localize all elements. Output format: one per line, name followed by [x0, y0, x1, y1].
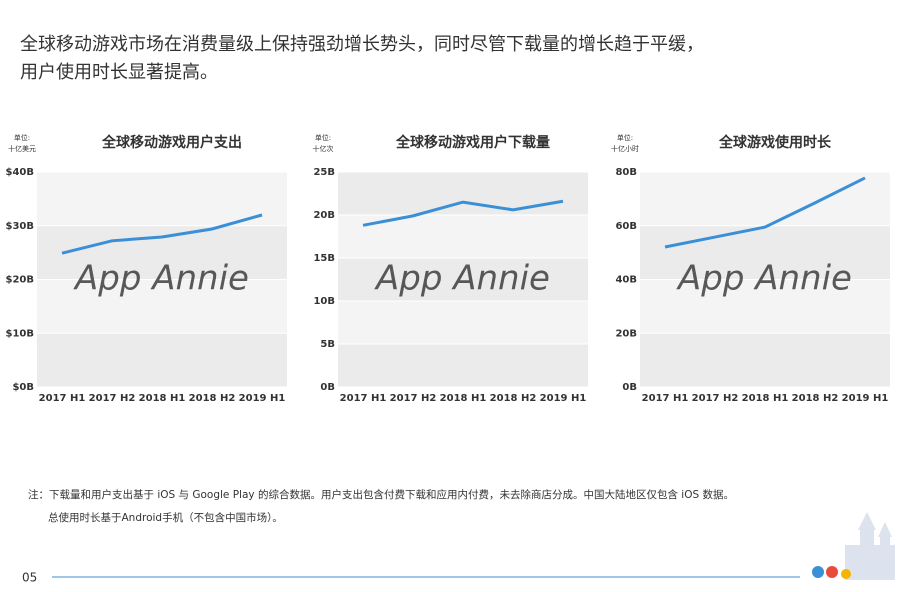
plot-band [640, 279, 890, 334]
x-tick-label: 2018 H2 [189, 393, 236, 404]
chart: 0B 5B 10B 15B 20B 25B 全球移动游戏用户下载量 单位: 十亿次 App Ann… [313, 133, 588, 404]
plot-band [338, 301, 588, 344]
y-tick-label: 20B [615, 328, 637, 339]
y-tick-label: 15B [313, 253, 335, 264]
x-tick-label: 2017 H1 [39, 393, 86, 404]
x-tick-label: 2017 H2 [390, 393, 437, 404]
line-series [362, 199, 564, 227]
plot-band [37, 333, 287, 387]
y-tick-label: 60B [615, 221, 637, 232]
watermark: App Annie [676, 259, 852, 299]
y-tick-label: $20B [6, 275, 35, 286]
line-series [61, 213, 263, 255]
x-tick-label: 2017 H2 [89, 393, 136, 404]
y-tick-label: 0B [622, 382, 637, 393]
watermark: App Annie [73, 259, 249, 299]
chart: 0B 20B 40B 60B 80B 全球游戏使用时长 单位: 十亿小时 App Annie 20… [611, 133, 890, 404]
x-tick-label: 2019 H1 [540, 393, 587, 404]
plot-band [640, 172, 890, 226]
y-tick-label: 80B [615, 167, 637, 178]
y-tick-label: 10B [313, 296, 335, 307]
x-tick-label: 2019 H1 [239, 393, 286, 404]
line-series [664, 176, 866, 249]
chart-title: 全球游戏使用时长 [718, 134, 832, 151]
x-tick-label: 2017 H1 [340, 393, 387, 404]
y-tick-label: $10B [6, 328, 35, 339]
x-tick-label: 2018 H2 [490, 393, 537, 404]
x-tick-label: 2018 H1 [742, 393, 789, 404]
unit-label: 单位: [14, 133, 30, 142]
plot-band [37, 279, 287, 334]
y-tick-label: 25B [313, 167, 335, 178]
chart-title: 全球移动游戏用户支出 [101, 134, 242, 151]
unit-label: 十亿小时 [611, 144, 639, 153]
chart: $0B $10B $20B $30B $40B 全球移动游戏用户支出 单位: 十亿美元 App … [6, 133, 287, 404]
plot-band [37, 172, 287, 226]
plot-band [338, 344, 588, 387]
y-tick-label: $30B [6, 221, 35, 232]
plot-band [338, 258, 588, 301]
castle-illustration [812, 512, 895, 580]
x-tick-label: 2018 H1 [440, 393, 487, 404]
y-tick-label: $40B [6, 167, 35, 178]
unit-label: 单位: [315, 133, 331, 142]
y-tick-label: $0B [12, 382, 34, 393]
x-tick-label: 2018 H2 [792, 393, 839, 404]
x-tick-label: 2017 H2 [692, 393, 739, 404]
unit-label: 十亿次 [313, 144, 334, 153]
note: 总使用时长基于Android手机（不包含中国市场）。 [48, 511, 283, 524]
note: 注：下载量和用户支出基于 iOS 与 Google Play 的综合数据。用户支… [28, 488, 734, 501]
unit-label: 十亿美元 [8, 144, 36, 153]
chart-title: 全球移动游戏用户下载量 [395, 134, 550, 151]
x-tick-label: 2018 H1 [139, 393, 186, 404]
plot-band [640, 333, 890, 387]
page-number: 05 [22, 571, 37, 585]
y-tick-label: 20B [313, 210, 335, 221]
watermark: App Annie [374, 259, 550, 299]
plot-band [37, 225, 287, 280]
y-tick-label: 0B [320, 382, 335, 393]
headline: 用户使用时长显著提高。 [20, 62, 218, 83]
x-tick-label: 2017 H1 [642, 393, 689, 404]
headline: 全球移动游戏市场在消费量级上保持强劲增长势头，同时尽管下载量的增长趋于平缓， [20, 34, 704, 55]
x-tick-label: 2019 H1 [842, 393, 889, 404]
unit-label: 单位: [617, 133, 633, 142]
y-tick-label: 5B [320, 339, 335, 350]
plot-band [338, 172, 588, 215]
plot-band [640, 225, 890, 280]
y-tick-label: 40B [615, 275, 637, 286]
